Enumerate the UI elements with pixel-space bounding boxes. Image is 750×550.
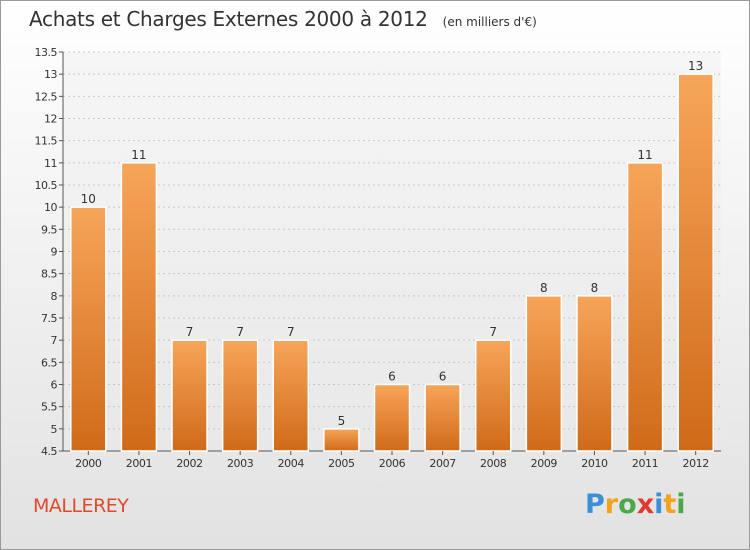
- bar-value-label: 7: [186, 325, 194, 339]
- bar: [424, 383, 461, 452]
- y-tick-label: 13.5: [35, 46, 58, 59]
- location-label: MALLEREY: [33, 495, 129, 517]
- x-tick-label: 2003: [227, 457, 254, 470]
- x-tick-label: 2005: [328, 457, 355, 470]
- y-tick-label: 6: [51, 379, 58, 392]
- bar-value-label: 7: [236, 325, 244, 339]
- title-block: Achats et Charges Externes 2000 à 2012 (…: [29, 7, 537, 31]
- bar: [171, 339, 208, 452]
- logo-letter: t: [663, 489, 677, 520]
- bar-value-label: 7: [287, 325, 295, 339]
- bar-value-label: 5: [338, 414, 346, 428]
- x-tick-label: 2004: [278, 457, 305, 470]
- y-tick-label: 11.5: [35, 135, 58, 148]
- y-tick-label: 12: [44, 113, 57, 126]
- bar: [576, 295, 613, 452]
- y-tick-label: 13: [44, 68, 57, 81]
- x-tick-label: 2011: [632, 457, 658, 470]
- bar: [474, 339, 512, 452]
- bar-value-label: 8: [540, 281, 548, 295]
- x-tick-label: 2001: [126, 457, 152, 470]
- y-tick-label: 7.5: [41, 312, 57, 325]
- bar-value-label: 6: [439, 370, 447, 384]
- x-tick-label: 2006: [379, 457, 406, 470]
- y-tick-label: 8.5: [41, 268, 57, 281]
- logo-letter: P: [585, 489, 605, 520]
- y-tick-label: 8: [51, 290, 58, 303]
- x-tick-label: 2002: [176, 457, 202, 470]
- x-tick-label: 2007: [429, 457, 456, 470]
- bar: [272, 339, 310, 452]
- x-tick-label: 2000: [75, 457, 102, 470]
- x-tick-label: 2012: [682, 457, 708, 470]
- chart-title: Achats et Charges Externes 2000 à 2012: [29, 7, 428, 31]
- bar-value-label: 10: [81, 192, 96, 206]
- proxiti-logo: Proxiti: [585, 489, 686, 520]
- bar: [677, 73, 714, 452]
- logo-letter: i: [654, 489, 664, 520]
- y-tick-label: 10: [44, 201, 57, 214]
- bar: [221, 339, 259, 452]
- logo-letter: x: [636, 489, 655, 520]
- x-tick-label: 2008: [480, 457, 507, 470]
- y-tick-label: 5.5: [41, 401, 57, 414]
- bar: [525, 295, 563, 452]
- y-tick-label: 9: [51, 246, 58, 259]
- bar-value-label: 6: [388, 370, 396, 384]
- bar: [626, 162, 664, 452]
- bar: [323, 428, 360, 452]
- y-tick-label: 11: [44, 157, 57, 170]
- bar-value-label: 8: [591, 281, 599, 295]
- x-tick-label: 2010: [581, 457, 608, 470]
- y-tick-label: 10.5: [35, 179, 58, 192]
- y-tick-label: 6.5: [41, 356, 57, 369]
- bar: [70, 206, 107, 452]
- bar: [373, 383, 411, 452]
- bar: [120, 162, 158, 452]
- logo-letter: i: [676, 489, 686, 520]
- y-tick-label: 4.5: [41, 445, 57, 458]
- bar-value-label: 11: [637, 148, 652, 162]
- y-tick-label: 9.5: [41, 223, 57, 236]
- y-tick-label: 7: [51, 334, 58, 347]
- x-tick-label: 2009: [531, 457, 558, 470]
- y-tick-label: 5: [51, 423, 58, 436]
- logo-letter: o: [618, 489, 637, 520]
- y-tick-label: 12.5: [35, 90, 58, 103]
- bar-value-label: 13: [688, 59, 703, 73]
- chart-subtitle: (en milliers d'€): [442, 15, 537, 29]
- logo-letter: r: [604, 489, 619, 520]
- bar-value-label: 11: [131, 148, 146, 162]
- bar-value-label: 7: [489, 325, 497, 339]
